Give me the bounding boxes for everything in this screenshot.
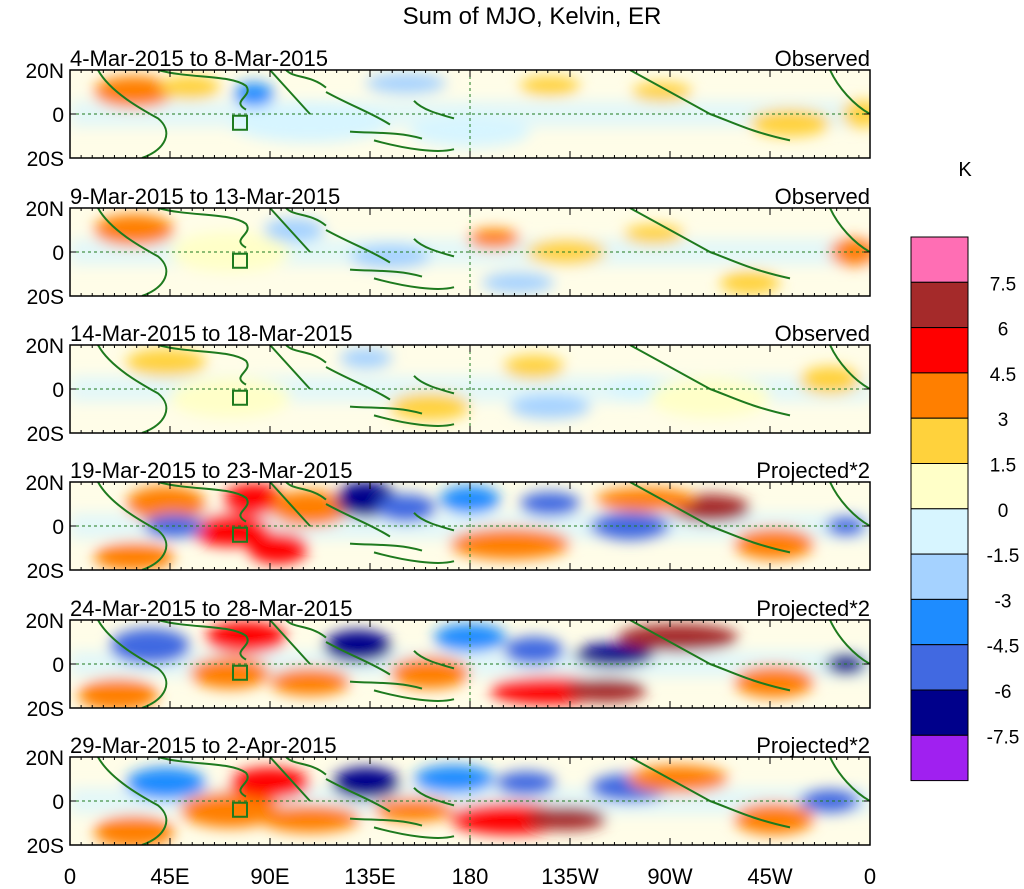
panel-kind: Projected*2 bbox=[756, 733, 870, 758]
lat-label: 0 bbox=[52, 791, 64, 814]
colorbar-swatch bbox=[910, 372, 969, 419]
colorbar-swatch bbox=[910, 327, 969, 374]
lat-label: 0 bbox=[52, 242, 64, 265]
colorbar-swatch bbox=[910, 236, 969, 283]
map-panel-6: 20N 0 20S 29-Mar-2015 to 2-Apr-2015 Projecte… bbox=[25, 733, 871, 858]
lat-label: 0 bbox=[52, 516, 64, 539]
colorbar-swatch bbox=[910, 644, 969, 691]
panel-date-range: 4-Mar-2015 to 8-Mar-2015 bbox=[70, 46, 328, 71]
lat-label: 20N bbox=[25, 472, 64, 495]
lon-label: 90E bbox=[250, 864, 289, 889]
region-box bbox=[232, 526, 248, 543]
colorbar-swatch bbox=[910, 417, 969, 465]
lon-label: 0 bbox=[64, 864, 76, 889]
lat-label: 20N bbox=[25, 335, 64, 358]
coastlines bbox=[97, 482, 870, 570]
lon-label: 135W bbox=[541, 864, 599, 889]
colorbar-swatch bbox=[910, 689, 969, 736]
map-panel-5: 20N 0 20S 24-Mar-2015 to 28-Mar-2015 Project… bbox=[25, 596, 871, 721]
lat-label: 20S bbox=[27, 423, 64, 446]
colorbar-label: 4.5 bbox=[990, 365, 1016, 386]
region-box bbox=[232, 389, 248, 406]
longitude-axis: 0 45E 90E 135E 180 135W 90W 45W 0 bbox=[64, 864, 876, 889]
region-box bbox=[232, 114, 248, 131]
colorbar-swatch bbox=[910, 281, 969, 329]
lat-label: 20S bbox=[27, 698, 64, 721]
lat-label: 20N bbox=[25, 610, 64, 633]
lat-label: 0 bbox=[52, 379, 64, 402]
lat-label: 20S bbox=[27, 286, 64, 309]
colorbar-label: 0 bbox=[998, 501, 1009, 522]
colorbar: 7.5 6 4.5 3 1.5 0 -1.5 -3 -4.5 -6 -7.5 bbox=[910, 236, 1020, 782]
panel-date-range: 29-Mar-2015 to 2-Apr-2015 bbox=[70, 733, 337, 758]
lat-label: 20N bbox=[25, 747, 64, 770]
lat-label: 20S bbox=[27, 148, 64, 171]
lon-label: 180 bbox=[452, 864, 489, 889]
region-box bbox=[232, 664, 248, 681]
lon-label: 90W bbox=[647, 864, 692, 889]
panel-date-range: 14-Mar-2015 to 18-Mar-2015 bbox=[70, 321, 352, 346]
panel-date-range: 24-Mar-2015 to 28-Mar-2015 bbox=[70, 596, 352, 621]
map-panel-2: 20N 0 20S 9-Mar-2015 to 13-Mar-2015 Observed bbox=[25, 184, 871, 309]
colorbar-swatch bbox=[910, 463, 969, 510]
map-panel-1: 20N 0 20S 4-Mar-2015 to 8-Mar-2015 Observed bbox=[25, 46, 871, 171]
lat-label: 20N bbox=[25, 198, 64, 221]
colorbar-label: -7.5 bbox=[987, 727, 1020, 748]
lon-label: 45E bbox=[150, 864, 189, 889]
lat-label: 20S bbox=[27, 835, 64, 858]
colorbar-swatch bbox=[910, 734, 969, 782]
lat-label: 20S bbox=[27, 560, 64, 583]
map-panel-3: 20N 0 20S 14-Mar-2015 to 18-Mar-2015 Observe… bbox=[25, 321, 871, 446]
panel-kind: Projected*2 bbox=[756, 458, 870, 483]
colorbar-label: -6 bbox=[995, 682, 1012, 703]
lon-label: 45W bbox=[747, 864, 792, 889]
region-box bbox=[232, 801, 248, 818]
coastlines bbox=[97, 345, 870, 433]
panel-date-range: 19-Mar-2015 to 23-Mar-2015 bbox=[70, 458, 352, 483]
coastlines bbox=[97, 620, 870, 708]
colorbar-swatch bbox=[910, 508, 969, 555]
colorbar-label: 1.5 bbox=[990, 456, 1016, 477]
lat-label: 20N bbox=[25, 60, 64, 83]
panel-kind: Observed bbox=[775, 321, 870, 346]
colorbar-swatch bbox=[910, 598, 969, 646]
lon-label: 0 bbox=[864, 864, 876, 889]
region-box bbox=[232, 252, 248, 269]
colorbar-label: 6 bbox=[998, 320, 1009, 341]
coastlines bbox=[97, 70, 870, 158]
panel-date-range: 9-Mar-2015 to 13-Mar-2015 bbox=[70, 184, 340, 209]
colorbar-label: 7.5 bbox=[990, 274, 1016, 295]
lat-label: 0 bbox=[52, 104, 64, 127]
colorbar-swatch bbox=[910, 553, 969, 600]
lon-label: 135E bbox=[344, 864, 395, 889]
panel-kind: Observed bbox=[775, 184, 870, 209]
figure-title: Sum of MJO, Kelvin, ER bbox=[403, 3, 662, 30]
units-label: K bbox=[958, 159, 972, 181]
coastlines bbox=[97, 757, 870, 845]
lat-label: 0 bbox=[52, 654, 64, 677]
colorbar-label: -1.5 bbox=[987, 546, 1020, 567]
coastlines bbox=[97, 208, 870, 296]
colorbar-label: -4.5 bbox=[987, 637, 1020, 658]
panel-kind: Projected*2 bbox=[756, 596, 870, 621]
colorbar-label: 3 bbox=[998, 410, 1009, 431]
map-panel-4: 20N 0 20S 19-Mar-2015 to 23-Mar-2015 Project… bbox=[25, 458, 871, 583]
colorbar-label: -3 bbox=[995, 591, 1012, 612]
panel-kind: Observed bbox=[775, 46, 870, 71]
